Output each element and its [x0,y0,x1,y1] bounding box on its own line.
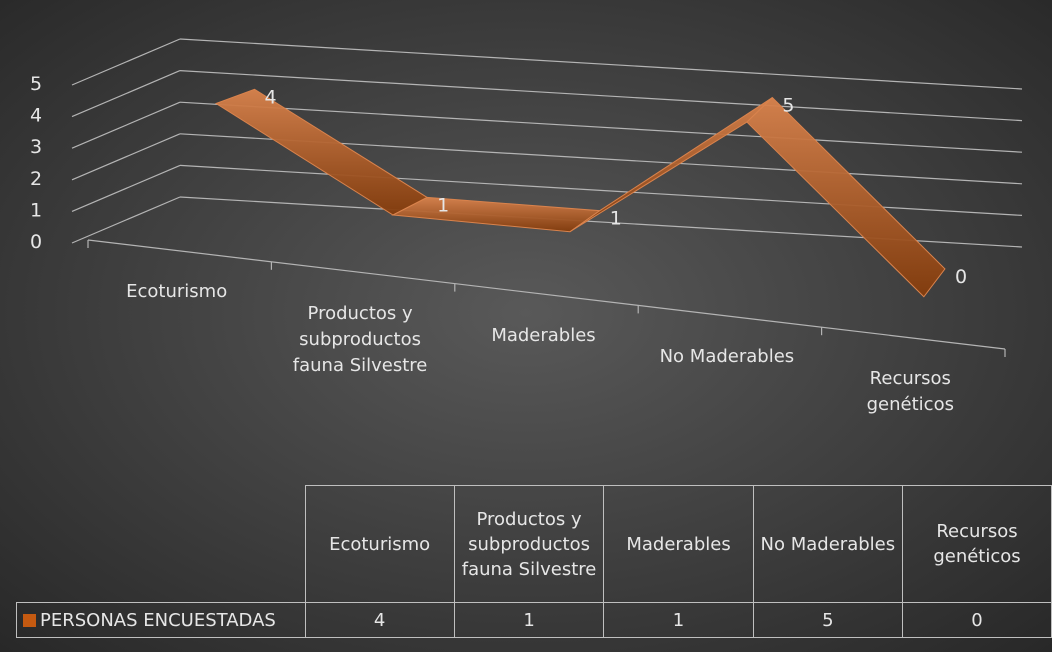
data-table-header-cell: Maderables [603,485,754,603]
y-tick-label: 3 [30,136,42,158]
gridline-left [71,164,181,212]
data-table-value-cell: 0 [901,602,1052,638]
data-labels: 4 1 1 5 0 [265,86,967,288]
y-tick-label: 1 [30,199,42,221]
data-table-header-cell: Recursos genéticos [901,485,1052,603]
gridline-back [179,38,1023,90]
gridline-left [71,133,181,181]
data-table-header-cell: Productos y subproductos fauna Silvestre [453,485,605,603]
data-table: Ecoturismo Productos y subproductos faun… [16,485,1052,638]
data-table-value-cell: 1 [603,602,754,638]
data-table-header-row: Ecoturismo Productos y subproductos faun… [16,485,1052,603]
gridline-left [71,70,181,118]
data-table-value-cell: 4 [304,602,455,638]
y-tick-label: 5 [30,73,42,95]
data-table-header-cell: No Maderables [752,485,903,603]
x-axis-line [87,239,1006,350]
data-table-series-cell: PERSONAS ENCUESTADAS [16,602,306,638]
gridlines [71,38,1023,357]
data-label: 1 [610,208,622,230]
ribbon-segment [746,96,946,298]
data-label: 5 [782,95,794,117]
data-table-value-cell: 1 [453,602,605,638]
y-tick-label: 2 [30,168,42,190]
series-name: PERSONAS ENCUESTADAS [40,609,276,631]
x-tick-label: Maderables [491,324,596,346]
series-ribbon [214,88,946,298]
x-tick-label: Recursos genéticos [866,368,954,416]
data-label: 4 [265,86,277,108]
y-axis: 0 1 2 3 4 5 [30,73,42,253]
data-table-corner [16,485,306,603]
data-table-header-cell: Ecoturismo [304,485,455,603]
data-table-value-cell: 5 [752,602,903,638]
legend-swatch [23,613,36,627]
data-label: 0 [955,266,967,288]
gridline-left [71,101,181,149]
gridline-left [71,196,181,244]
gridline-back [179,101,1023,153]
y-tick-label: 4 [30,105,42,127]
gridline-back [179,70,1023,122]
x-tick-label: No Maderables [659,346,795,368]
gridline-left [71,38,181,86]
data-label: 1 [437,194,449,216]
data-table-row: PERSONAS ENCUESTADAS 4 1 1 5 0 [16,602,1052,638]
y-tick-label: 0 [30,231,42,253]
x-tick-label: Ecoturismo [126,280,228,302]
x-tick-label: Productos y subproductos fauna Silvestre [292,302,428,376]
